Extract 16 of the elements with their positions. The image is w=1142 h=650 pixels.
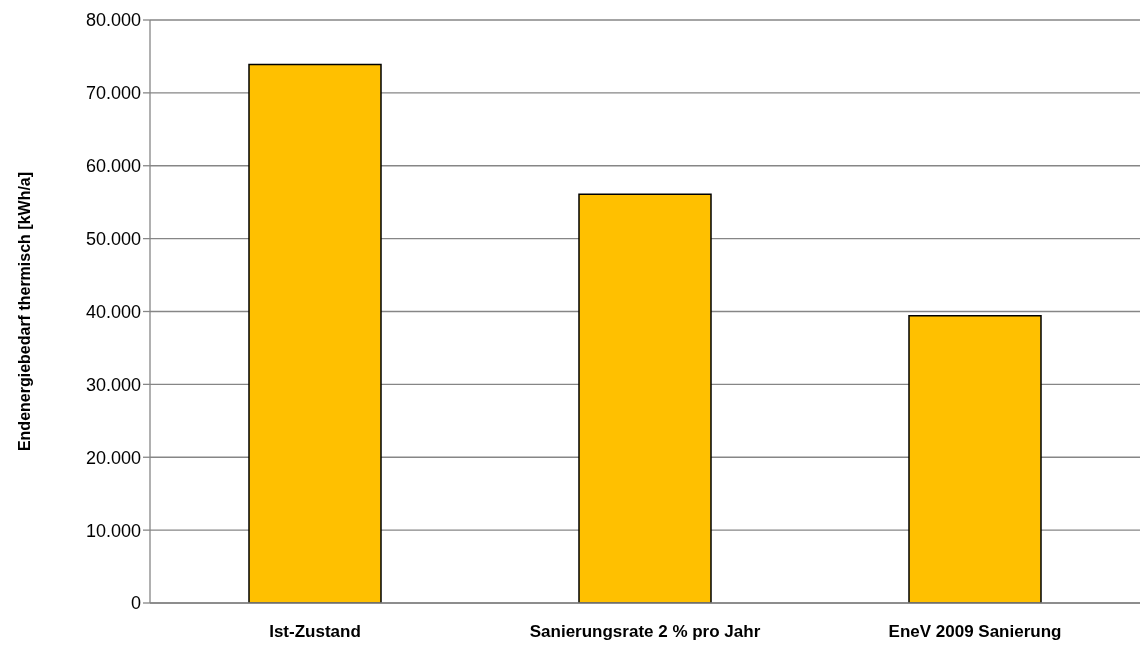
y-tick-label: 30.000 [85, 374, 141, 395]
y-tick-label: 70.000 [85, 83, 141, 104]
x-tick-label: Sanierungsrate 2 % pro Jahr [529, 622, 761, 641]
y-tick-label: 80.000 [85, 10, 141, 31]
y-tick-label: 20.000 [85, 447, 141, 468]
y-axis-title: Endenergiebedarf thermisch [kWh/a] [15, 171, 33, 452]
x-tick-label: Ist-Zustand [269, 622, 361, 641]
bar [248, 63, 382, 603]
y-tick-label: 0 [130, 593, 141, 614]
x-tick-label: EneV 2009 Sanierung [888, 622, 1062, 641]
y-tick-label: 10.000 [85, 520, 141, 541]
y-tick-label: 40.000 [85, 301, 141, 322]
y-tick-label: 50.000 [85, 229, 141, 250]
y-tick-label: 60.000 [85, 156, 141, 177]
bar [578, 193, 712, 603]
bar [908, 315, 1042, 603]
